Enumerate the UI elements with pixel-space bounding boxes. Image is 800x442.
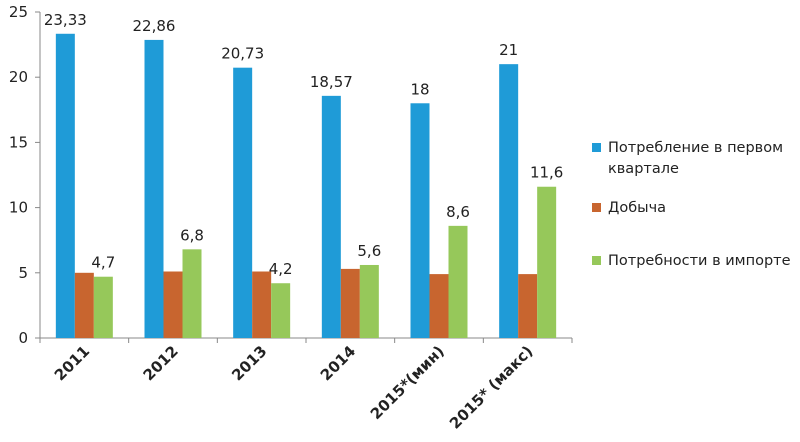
legend: Потребление в первом квартале Добыча Потреб… xyxy=(592,140,791,269)
bar xyxy=(518,274,538,338)
bar xyxy=(144,39,164,338)
bar xyxy=(359,264,379,338)
data-labels: 23,33 22,86 20,73 18,57 18 21 4,7 6,8 4,2 5,6 8,6 1… xyxy=(44,11,564,278)
data-label: 4,2 xyxy=(269,260,293,278)
bar xyxy=(499,64,519,338)
data-label: 21 xyxy=(499,41,518,59)
data-label: 23,33 xyxy=(44,11,87,29)
x-tick-label: 2014 xyxy=(317,342,359,384)
data-label: 5,6 xyxy=(357,242,381,260)
x-tick-label: 2011 xyxy=(51,342,93,384)
bar xyxy=(55,33,75,339)
x-tick-label: 2012 xyxy=(140,342,182,384)
y-tick-label: 20 xyxy=(9,68,28,86)
data-label: 11,6 xyxy=(530,164,563,182)
bar xyxy=(74,272,94,338)
y-tick-label: 15 xyxy=(9,133,28,151)
bar xyxy=(429,274,449,338)
legend-swatch xyxy=(592,256,601,265)
y-tick-label: 0 xyxy=(18,329,28,347)
legend-label: Потребление в первом квартале xyxy=(608,140,783,177)
data-label: 6,8 xyxy=(180,226,204,244)
y-tick-label: 10 xyxy=(9,199,28,217)
bar xyxy=(163,271,183,338)
data-label: 18 xyxy=(410,80,429,98)
bar xyxy=(252,271,272,338)
legend-label: Потребности в импорте xyxy=(608,253,791,269)
bar xyxy=(448,225,468,338)
y-tick-label: 5 xyxy=(18,264,28,282)
legend-swatch xyxy=(592,203,601,212)
bar xyxy=(340,268,360,338)
bar xyxy=(271,283,291,338)
data-label: 22,86 xyxy=(133,17,176,35)
bar xyxy=(233,67,253,339)
bars xyxy=(55,33,557,339)
x-tick-label: 2013 xyxy=(228,342,270,384)
data-label: 18,57 xyxy=(310,73,353,91)
y-tick-label: 25 xyxy=(9,3,28,21)
bar xyxy=(537,186,557,338)
legend-label: Добыча xyxy=(608,200,666,216)
legend-swatch xyxy=(592,143,601,152)
bar xyxy=(410,103,430,338)
data-label: 8,6 xyxy=(446,203,470,221)
bar xyxy=(182,249,202,338)
data-label: 20,73 xyxy=(221,45,264,63)
data-label: 4,7 xyxy=(91,254,115,272)
x-tick-label: 2015*(мин) xyxy=(367,342,448,423)
axes: 0 5 10 15 20 25 2011 2012 2013 2014 2015*(мин)2015… xyxy=(9,3,573,433)
x-tick-label: 2015* (макс) xyxy=(446,342,536,432)
bar xyxy=(93,276,113,338)
bar xyxy=(321,95,341,338)
